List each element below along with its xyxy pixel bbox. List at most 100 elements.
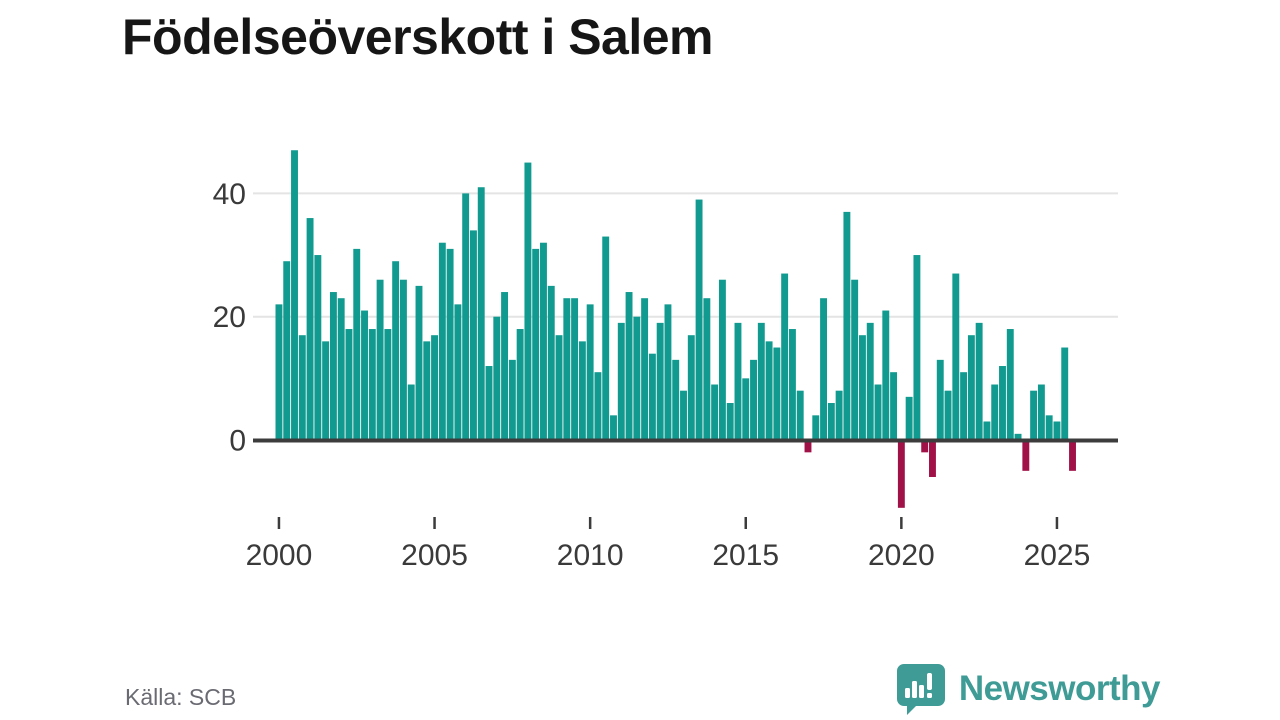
- bar-quarter-85: [936, 359, 944, 440]
- bar-quarter-47: [641, 298, 649, 440]
- bar-quarter-41: [594, 372, 602, 440]
- bar-quarter-43: [610, 415, 617, 440]
- bar-quarter-63: [765, 341, 773, 440]
- bar-quarter-40: [586, 304, 594, 440]
- bar-quarter-71: [827, 403, 835, 440]
- bar-quarter-82: [913, 255, 921, 440]
- bar-quarter-83: [921, 440, 929, 453]
- bar-quarter-78: [882, 310, 890, 440]
- bar-quarter-77: [874, 384, 882, 440]
- bar-quarter-50: [664, 304, 672, 440]
- bar-quarter-9: [345, 329, 353, 440]
- bar-quarter-1: [283, 261, 291, 440]
- bar-quarter-8: [337, 298, 345, 440]
- logo-bar-medium: [911, 681, 917, 698]
- bar-quarter-95: [1014, 433, 1022, 440]
- bar-quarter-94: [1006, 329, 1014, 440]
- y-axis-label-0: 0: [229, 425, 246, 458]
- x-axis-line: [253, 438, 1118, 443]
- bar-quarter-55: [703, 298, 711, 440]
- bar-quarter-97: [1030, 390, 1038, 440]
- bar-quarter-87: [952, 273, 960, 440]
- bar-quarter-90: [975, 322, 983, 440]
- y-axis-label-20: 20: [213, 301, 246, 334]
- bar-quarter-34: [540, 242, 547, 440]
- bar-quarter-19: [423, 341, 431, 440]
- bar-quarter-13: [376, 279, 384, 440]
- bar-quarter-33: [532, 248, 540, 440]
- bar-quarter-101: [1061, 347, 1069, 440]
- bar-quarter-21: [438, 242, 446, 440]
- bar-quarter-23: [454, 304, 462, 440]
- bar-quarter-67: [796, 390, 804, 440]
- bar-quarter-10: [353, 248, 361, 440]
- bar-quarter-61: [750, 359, 757, 440]
- bar-quarter-89: [967, 335, 975, 440]
- source-note: Källa: SCB: [125, 684, 237, 710]
- bar-quarter-92: [991, 384, 999, 440]
- bar-quarter-5: [314, 255, 322, 440]
- bar-quarter-99: [1045, 415, 1053, 440]
- bar-quarter-57: [718, 279, 726, 440]
- bar-quarter-56: [711, 384, 719, 440]
- bar-quarter-7: [329, 292, 337, 440]
- bar-quarter-91: [983, 421, 991, 440]
- bar-quarter-58: [726, 403, 734, 440]
- bar-quarter-48: [648, 353, 656, 440]
- bar-quarter-3: [298, 335, 306, 440]
- bar-quarter-81: [905, 396, 913, 440]
- bar-quarter-76: [866, 322, 874, 440]
- bar-quarter-37: [563, 298, 571, 440]
- x-axis-label-2005: 2005: [401, 539, 468, 572]
- bar-quarter-0: [275, 304, 283, 440]
- bar-quarter-53: [687, 335, 695, 440]
- x-axis-label-2015: 2015: [712, 539, 779, 572]
- bar-quarter-6: [322, 341, 330, 440]
- bar-quarter-60: [742, 378, 750, 440]
- bar-quarter-2: [291, 150, 298, 440]
- bar-quarter-35: [547, 285, 555, 440]
- newsworthy-logo: Newsworthy: [896, 663, 1161, 715]
- bar-quarter-14: [384, 329, 392, 440]
- logo-exclamation-stem: [926, 673, 932, 690]
- bar-quarter-54: [695, 199, 703, 440]
- newsworthy-logo-icon: [896, 664, 945, 715]
- bar-quarter-25: [470, 230, 477, 440]
- bar-quarter-22: [446, 248, 454, 440]
- bar-quarter-18: [415, 285, 423, 440]
- bar-quarter-32: [524, 162, 532, 440]
- bar-quarter-38: [571, 298, 579, 440]
- bar-quarter-45: [625, 292, 633, 440]
- x-axis-label-2000: 2000: [246, 539, 313, 572]
- bar-quarter-49: [656, 322, 664, 440]
- bar-quarter-70: [820, 298, 827, 440]
- bar-quarter-73: [843, 211, 851, 440]
- bar-quarter-96: [1022, 440, 1030, 471]
- bar-quarter-80: [897, 440, 905, 508]
- y-axis-label-40: 40: [213, 178, 246, 211]
- bar-quarter-100: [1053, 421, 1061, 440]
- bar-quarter-26: [477, 187, 485, 440]
- bar-quarter-20: [431, 335, 438, 440]
- logo-bar-tall: [918, 685, 924, 698]
- bar-quarter-59: [734, 322, 742, 440]
- logo-bar-small: [904, 688, 910, 698]
- bar-quarter-31: [516, 329, 524, 440]
- logo-exclamation-dot: [926, 693, 932, 698]
- bar-quarter-11: [361, 310, 368, 440]
- x-axis-label-2020: 2020: [868, 539, 935, 572]
- bar-quarter-66: [788, 329, 796, 440]
- x-axis-label-2025: 2025: [1024, 539, 1091, 572]
- bar-quarter-29: [501, 292, 509, 440]
- bar-quarter-84: [929, 440, 936, 477]
- bar-quarter-15: [392, 261, 400, 440]
- bar-quarter-12: [368, 329, 376, 440]
- bar-quarter-30: [508, 359, 516, 440]
- bar-quarter-98: [1037, 384, 1045, 440]
- bar-quarter-46: [633, 316, 641, 440]
- bar-quarter-39: [578, 341, 586, 440]
- bar-quarter-68: [804, 440, 812, 453]
- chart-title: Födelseöverskott i Salem: [122, 9, 714, 65]
